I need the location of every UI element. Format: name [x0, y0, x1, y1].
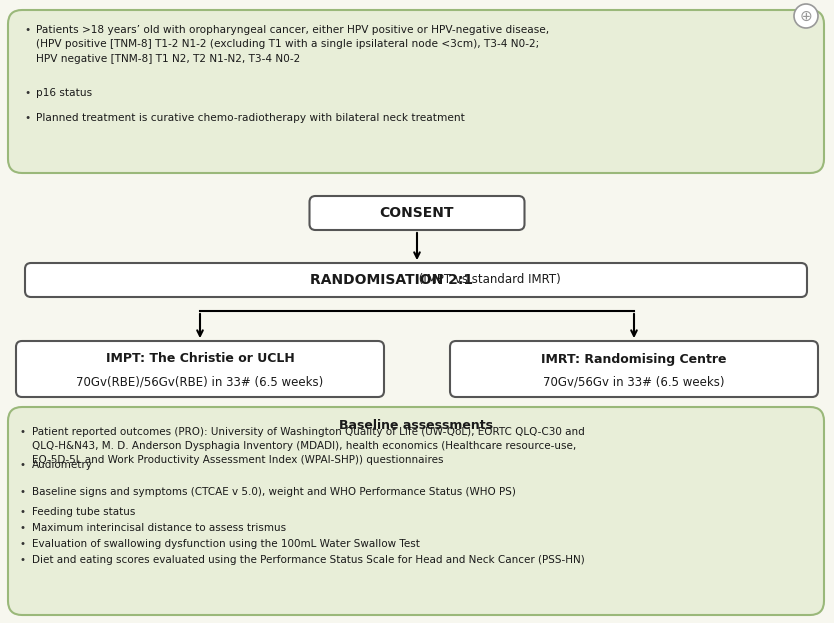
Text: •: • — [20, 507, 26, 517]
Text: Evaluation of swallowing dysfunction using the 100mL Water Swallow Test: Evaluation of swallowing dysfunction usi… — [32, 539, 420, 549]
Text: 70Gv/56Gv in 33# (6.5 weeks): 70Gv/56Gv in 33# (6.5 weeks) — [543, 376, 725, 389]
Text: •: • — [20, 555, 26, 565]
Text: •: • — [20, 460, 26, 470]
FancyBboxPatch shape — [309, 196, 525, 230]
Text: Maximum interincisal distance to assess trismus: Maximum interincisal distance to assess … — [32, 523, 286, 533]
FancyBboxPatch shape — [25, 263, 807, 297]
Text: Planned treatment is curative chemo-radiotherapy with bilateral neck treatment: Planned treatment is curative chemo-radi… — [36, 113, 465, 123]
Text: IMPT: The Christie or UCLH: IMPT: The Christie or UCLH — [106, 353, 294, 366]
Text: RANDOMISATION 2:1: RANDOMISATION 2:1 — [310, 273, 473, 287]
Text: ⊕: ⊕ — [800, 9, 812, 24]
FancyBboxPatch shape — [16, 341, 384, 397]
Text: •: • — [24, 113, 30, 123]
Text: Audiometry: Audiometry — [32, 460, 93, 470]
Text: •: • — [20, 523, 26, 533]
Text: (IMPT vs standard IMRT): (IMPT vs standard IMRT) — [415, 273, 561, 287]
Text: •: • — [20, 427, 26, 437]
Text: Baseline assessments: Baseline assessments — [339, 419, 493, 432]
Text: Patient reported outcomes (PRO): University of Washington Quality of Life (UW-Qo: Patient reported outcomes (PRO): Univers… — [32, 427, 585, 465]
Text: •: • — [24, 88, 30, 98]
Text: Feeding tube status: Feeding tube status — [32, 507, 135, 517]
FancyBboxPatch shape — [450, 341, 818, 397]
Text: Baseline signs and symptoms (CTCAE v 5.0), weight and WHO Performance Status (WH: Baseline signs and symptoms (CTCAE v 5.0… — [32, 487, 516, 497]
FancyBboxPatch shape — [8, 10, 824, 173]
Text: •: • — [20, 539, 26, 549]
Text: p16 status: p16 status — [36, 88, 92, 98]
Text: IMRT: Randomising Centre: IMRT: Randomising Centre — [541, 353, 726, 366]
Circle shape — [794, 4, 818, 28]
Text: Patients >18 years’ old with oropharyngeal cancer, either HPV positive or HPV-ne: Patients >18 years’ old with oropharynge… — [36, 25, 549, 64]
Text: 70Gv(RBE)/56Gv(RBE) in 33# (6.5 weeks): 70Gv(RBE)/56Gv(RBE) in 33# (6.5 weeks) — [77, 376, 324, 389]
Text: Diet and eating scores evaluated using the Performance Status Scale for Head and: Diet and eating scores evaluated using t… — [32, 555, 585, 565]
Text: •: • — [20, 487, 26, 497]
Text: •: • — [24, 25, 30, 35]
Text: CONSENT: CONSENT — [379, 206, 455, 220]
FancyBboxPatch shape — [8, 407, 824, 615]
